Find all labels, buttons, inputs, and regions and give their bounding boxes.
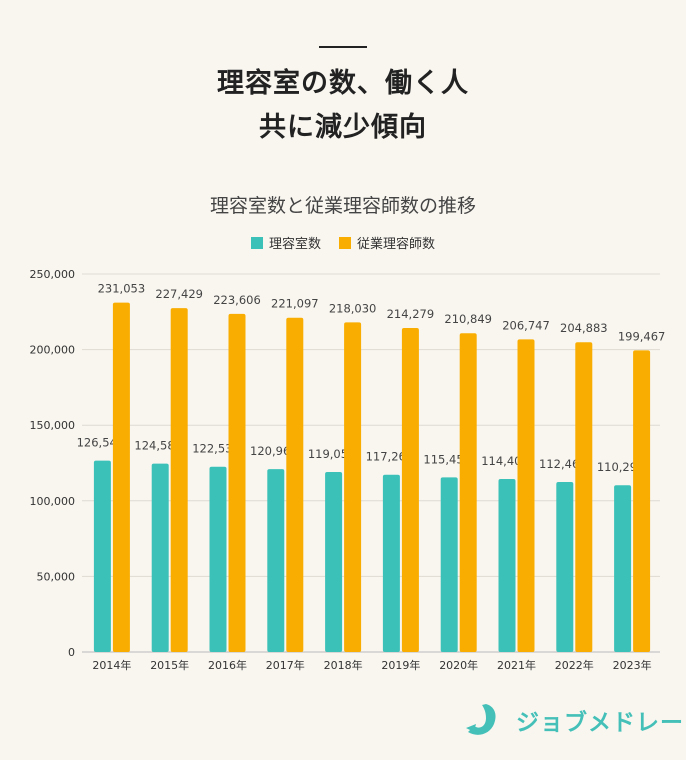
x-tick-label: 2014年 [92,658,131,672]
y-tick-label: 100,000 [30,495,76,508]
bar-series1 [382,474,400,652]
legend-label: 理容室数 [268,237,321,252]
headline: 理容室の数、働く人 共に減少傾向 [0,62,686,150]
bar-series2 [575,342,593,652]
y-tick-label: 150,000 [30,419,76,432]
x-tick-label: 2017年 [266,658,305,672]
brand-logo-icon [466,704,496,735]
legend-label: 従業理容師数 [357,237,436,252]
bar-series2 [170,308,188,652]
x-tick-label: 2016年 [208,658,247,672]
x-tick-label: 2019年 [381,658,420,672]
legend-item-series1: 理容室数 [250,233,321,252]
x-tick-label: 2021年 [497,658,536,672]
bar-series1 [93,460,111,652]
bar-series2 [112,302,130,652]
x-tick-label: 2023年 [613,658,652,672]
bar-series1 [614,485,632,652]
legend-swatch [250,236,263,249]
data-label: 218,030 [329,301,377,315]
data-label: 221,097 [271,297,319,311]
y-tick-label: 250,000 [30,268,76,281]
bar-series2 [633,350,651,652]
headline-line1: 理容室の数、働く人 [217,68,469,99]
data-label: 204,883 [560,321,608,335]
brand-logo: ジョブメドレー [464,702,684,738]
legend: 理容室数 従業理容師数 [0,233,686,252]
y-tick-label: 0 [68,646,75,659]
bar-series2 [286,317,304,652]
brand-name: ジョブメドレー [516,710,684,736]
data-label: 227,429 [155,287,203,301]
bar-series1 [209,466,227,652]
y-tick-label: 50,000 [37,570,76,583]
bar-series1 [556,481,574,652]
x-tick-label: 2020年 [439,658,478,672]
x-tick-label: 2022年 [555,658,594,672]
chart-title: 理容室数と従業理容師数の推移 [209,195,476,217]
bar-series1 [267,469,285,652]
bar-series1 [440,477,458,652]
legend-item-series2: 従業理容師数 [339,233,435,252]
data-label: 223,606 [213,293,261,307]
bar-series2 [228,313,246,652]
headline-line2: 共に減少傾向 [259,112,427,143]
bar-series2 [401,328,419,652]
bar-series1 [325,471,343,652]
y-tick-label: 200,000 [30,344,76,357]
x-tick-label: 2018年 [324,658,363,672]
legend-swatch [339,236,351,249]
data-label: 231,053 [98,282,146,296]
bar-series2 [517,339,535,652]
bar-series1 [151,463,169,652]
data-label: 199,467 [618,329,666,343]
data-label: 210,849 [444,312,492,326]
bar-series1 [498,479,516,652]
bar-series2 [344,322,362,652]
data-label: 206,747 [502,318,550,332]
data-label: 214,279 [387,307,435,321]
x-tick-label: 2015年 [150,658,189,672]
bar-series2 [459,333,477,652]
headline-rule [319,46,367,48]
